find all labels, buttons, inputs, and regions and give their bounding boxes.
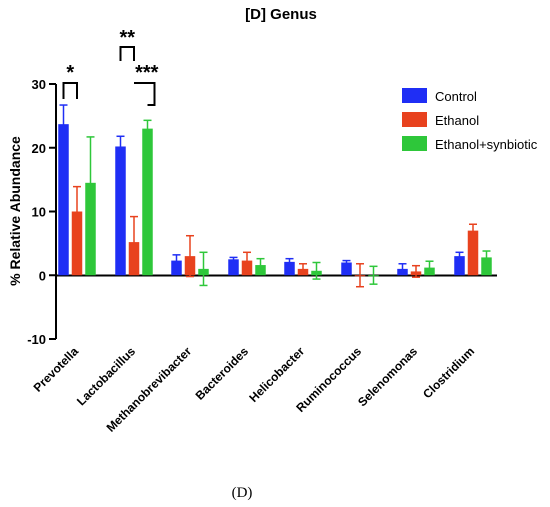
bar-control-clostridium	[454, 256, 465, 276]
y-tick-label: 20	[32, 141, 46, 156]
legend-swatch	[402, 136, 427, 151]
bar-control-helicobacter	[284, 261, 295, 276]
bar-ethanol-synbiotic-clostridium	[481, 257, 492, 276]
x-tick-label: Selenomonas	[355, 344, 420, 409]
legend-label: Ethanol+synbiotic	[435, 137, 538, 152]
legend: Control Ethanol Ethanol+synbiotic	[402, 88, 538, 152]
legend-swatch	[402, 88, 427, 103]
significance-label: ***	[135, 62, 159, 84]
bar-ethanol-synbiotic-lactobacillus	[142, 128, 153, 276]
x-axis-tick-labels: PrevotellaLactobacillusMethanobrevibacte…	[31, 344, 477, 435]
significance-label: *	[66, 62, 74, 84]
error-bars	[59, 104, 491, 288]
significance-bracket	[119, 46, 135, 61]
legend-label: Control	[435, 89, 477, 104]
legend-swatch	[402, 112, 427, 127]
significance-annotations: ******	[62, 27, 159, 106]
bar-control-bacteroides	[228, 259, 239, 276]
y-tick-label: 0	[39, 268, 46, 283]
x-tick-label: Bacteroides	[193, 344, 252, 403]
bar-ethanol-clostridium	[467, 230, 479, 276]
y-tick-label: 30	[32, 77, 46, 92]
bar-control-prevotella	[58, 124, 69, 276]
bar-control-lactobacillus	[115, 146, 126, 276]
x-tick-label: Clostridium	[420, 344, 477, 401]
chart-title: [D] Genus	[245, 6, 317, 23]
bar-control-methanobrevibacter	[171, 260, 182, 276]
legend-label: Ethanol	[435, 113, 479, 128]
bar-control-ruminococcus	[341, 262, 352, 276]
significance-bracket	[134, 82, 156, 106]
y-axis-ticks: -10 0 10 20 30	[27, 77, 56, 347]
significance-label: **	[119, 27, 135, 49]
bar-ethanol-prevotella	[71, 211, 83, 276]
y-axis-label: % Relative Abundance	[7, 136, 23, 286]
x-tick-label: Prevotella	[31, 344, 82, 395]
y-tick-label: -10	[27, 332, 46, 347]
significance-bracket	[62, 82, 78, 99]
x-tick-label: Helicobacter	[246, 344, 307, 405]
figure-caption: (D)	[232, 485, 253, 501]
y-tick-label: 10	[32, 205, 46, 220]
